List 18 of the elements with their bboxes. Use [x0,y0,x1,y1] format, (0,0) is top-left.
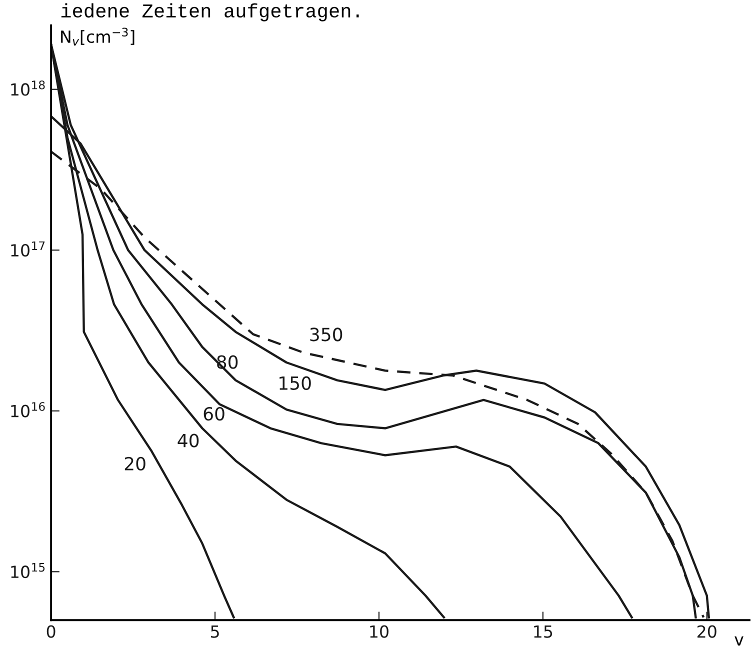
y-tick-label: 10$^{16}$ [11,402,45,418]
series-label: 350 [310,328,342,342]
y-axis-title: N$_{v}$[cm$^{−3}$] [61,28,134,46]
y-tick-label: 10$^{18}$ [11,80,45,96]
series-label: 20 [124,456,146,471]
x-axis-title: v [734,636,744,646]
x-tick-label: 15 [534,625,552,638]
x-tick-label: 5 [211,625,219,638]
x-tick-label: 10 [370,625,388,638]
y-tick-label: 10$^{17}$ [11,241,45,257]
series-label: 60 [204,406,224,421]
y-tick-label: 10$^{15}$ [11,563,45,578]
series-label: 80 [217,355,238,369]
series-label: 150 [280,376,311,390]
text: iedene Zeiten aufgetragen. [61,3,359,22]
x-tick-label: 0 [46,625,56,638]
x-tick-label: 20 [697,625,716,638]
series-label: 40 [178,434,199,448]
